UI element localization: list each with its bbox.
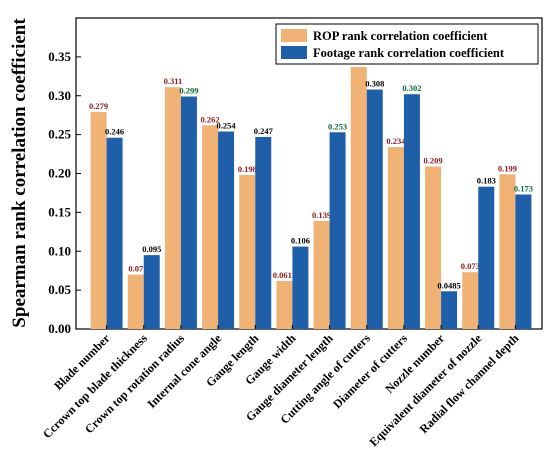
bar-rop (164, 87, 181, 329)
data-label: 0.183 (477, 176, 496, 186)
y-tick-label: 0.10 (48, 243, 71, 258)
data-label: 0.253 (328, 121, 347, 131)
data-label: 0.279 (89, 101, 108, 111)
bar-rop (313, 220, 330, 329)
bar-footage (366, 89, 383, 329)
bar-rop (239, 175, 256, 329)
data-label: 0.209 (424, 156, 443, 166)
bar-rop (202, 125, 219, 329)
data-label: 0.247 (254, 126, 274, 136)
data-label: 0.139 (312, 210, 331, 220)
bar-footage (441, 291, 458, 329)
y-tick-labels: 0.00 0.05 0.10 0.15 0.20 0.25 0.30 0.35 (48, 49, 81, 336)
bar-rop (276, 281, 293, 329)
y-tick-label: 0.00 (48, 321, 71, 336)
bar-rop (425, 166, 442, 329)
legend-box (275, 23, 539, 65)
bar-footage (255, 136, 272, 329)
data-label: 0.0485 (437, 280, 460, 290)
y-tick-label: 0.30 (48, 88, 71, 103)
legend-label: ROP rank correlation coefficient (313, 29, 488, 43)
legend: ROP rank correlation coefficient Footage … (275, 23, 539, 65)
bar-footage (180, 96, 197, 329)
bar-rop (387, 147, 404, 329)
legend-swatch (281, 46, 307, 59)
bar-footage (292, 246, 309, 329)
data-label: 0.308 (365, 79, 384, 89)
bar-rop (462, 272, 479, 329)
data-label: 0.299 (179, 86, 198, 96)
y-tick-label: 0.15 (48, 204, 71, 219)
y-tick-label: 0.35 (48, 49, 71, 64)
bar-footage (218, 131, 235, 329)
y-tick-label: 0.20 (48, 166, 71, 181)
data-label: 0.262 (201, 114, 220, 124)
bar-footage (515, 194, 532, 329)
data-label: 0.073 (461, 261, 480, 271)
data-label: 0.254 (217, 121, 237, 131)
data-label: 0.246 (105, 127, 124, 137)
bar-rop (499, 174, 516, 329)
data-label: 0.106 (291, 236, 310, 246)
data-label: 0.173 (514, 183, 533, 193)
legend-label: Footage rank correlation coefficient (313, 46, 505, 60)
bar-footage (478, 186, 495, 329)
y-tick-label: 0.25 (48, 127, 71, 142)
bar-rop (127, 274, 144, 329)
data-label: 0.302 (402, 83, 421, 93)
legend-swatch (281, 29, 307, 42)
data-label: 0.0617 (273, 270, 297, 280)
bar-footage (143, 255, 160, 329)
data-label: 0.095 (142, 244, 161, 254)
bar-footage (403, 94, 420, 329)
data-label: 0.234 (386, 136, 406, 146)
bar-footage (329, 132, 346, 329)
bar-footage (106, 137, 123, 329)
data-label: 0.07 (128, 264, 144, 274)
data-label: 0.311 (164, 76, 183, 86)
data-label: 0.199 (498, 163, 517, 173)
data-label: 0.198 (238, 164, 257, 174)
y-tick-label: 0.05 (48, 282, 71, 297)
y-axis-title: Spearman rank correlation coefficient (9, 18, 30, 328)
bar-rop (350, 66, 367, 330)
bar-rop (90, 112, 107, 329)
